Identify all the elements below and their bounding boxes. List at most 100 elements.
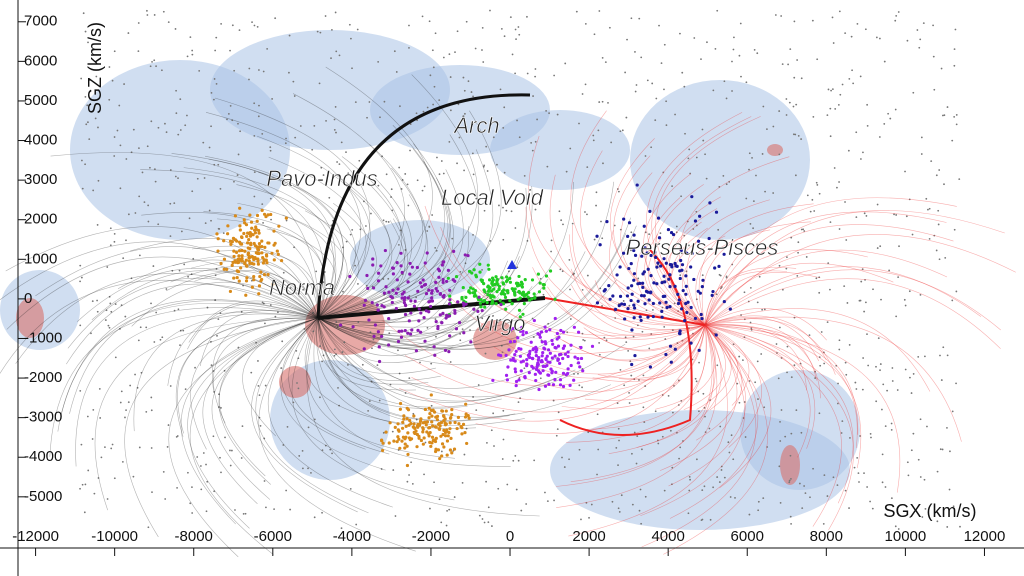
streamline — [317, 286, 533, 351]
flow-field — [0, 9, 1016, 558]
galaxy — [720, 465, 723, 468]
galaxy — [430, 362, 433, 365]
galaxy — [701, 518, 704, 521]
galaxy — [191, 49, 194, 52]
galaxy — [220, 22, 223, 25]
galaxy — [705, 177, 708, 180]
streamline — [704, 318, 836, 375]
galaxy — [946, 427, 948, 429]
galaxy — [679, 446, 682, 449]
galaxy — [644, 495, 647, 498]
galaxy — [465, 441, 469, 446]
galaxy — [434, 318, 437, 321]
galaxy — [220, 407, 222, 409]
galaxy — [248, 78, 250, 81]
galaxy — [231, 24, 234, 27]
streamline — [268, 156, 367, 319]
galaxy — [932, 24, 934, 27]
galaxy — [223, 369, 226, 372]
galaxy — [165, 288, 168, 290]
galaxy — [342, 290, 344, 293]
galaxy — [611, 500, 614, 503]
galaxy — [382, 291, 387, 295]
galaxy — [586, 213, 588, 216]
galaxy — [213, 490, 216, 493]
galaxy — [706, 41, 708, 44]
galaxy — [789, 48, 792, 51]
galaxy — [739, 22, 742, 25]
streamline — [199, 310, 319, 367]
galaxy — [575, 10, 578, 13]
galaxy — [590, 344, 595, 348]
galaxy — [208, 209, 211, 212]
galaxy — [732, 458, 735, 461]
galaxy — [943, 183, 945, 186]
galaxy — [430, 441, 434, 445]
local-group — [507, 260, 517, 269]
galaxy — [673, 261, 677, 266]
galaxy — [569, 343, 573, 347]
galaxy — [547, 322, 550, 325]
galaxy — [646, 267, 650, 271]
galaxy — [641, 330, 644, 333]
streamline — [190, 317, 319, 450]
galaxy — [481, 317, 484, 320]
density-region — [490, 110, 630, 190]
galaxy — [572, 378, 576, 382]
galaxy — [351, 325, 355, 329]
galaxy — [586, 166, 589, 168]
streamline — [317, 317, 525, 426]
galaxy — [239, 235, 244, 239]
galaxy — [377, 359, 382, 364]
galaxy — [215, 82, 218, 85]
streamline — [304, 317, 405, 425]
galaxy — [559, 352, 563, 356]
galaxy — [421, 442, 425, 446]
galaxy — [293, 246, 295, 249]
galaxy — [677, 379, 680, 382]
galaxy — [437, 269, 442, 273]
galaxy — [856, 457, 859, 459]
galaxy — [400, 188, 403, 190]
streamline — [317, 278, 549, 351]
galaxy — [208, 146, 211, 149]
galaxy — [479, 298, 483, 302]
galaxy — [484, 352, 487, 355]
galaxy — [124, 315, 127, 318]
galaxy — [642, 374, 645, 377]
galaxy — [138, 147, 140, 149]
galaxy — [598, 243, 602, 247]
streamline — [317, 66, 433, 319]
galaxy — [904, 170, 906, 173]
galaxy — [439, 421, 444, 425]
galaxy — [205, 510, 208, 513]
galaxy — [661, 394, 664, 396]
galaxy — [232, 249, 236, 253]
streamline — [528, 135, 706, 326]
streamline — [583, 324, 706, 351]
galaxy — [531, 357, 535, 361]
galaxy — [745, 81, 748, 84]
galaxy — [537, 370, 541, 374]
streamline — [317, 203, 377, 319]
galaxy — [176, 486, 178, 489]
galaxy — [113, 232, 116, 235]
galaxy — [698, 214, 702, 218]
galaxy — [555, 331, 559, 336]
galaxy — [302, 288, 305, 291]
galaxy — [264, 214, 268, 219]
galaxy — [607, 101, 609, 104]
galaxy — [829, 135, 832, 138]
galaxy — [534, 208, 537, 211]
galaxy — [225, 267, 229, 271]
galaxy — [748, 380, 751, 382]
galaxy — [205, 463, 207, 466]
galaxy — [109, 244, 112, 247]
galaxy — [313, 516, 316, 519]
galaxy — [544, 357, 548, 362]
galaxy — [826, 114, 829, 116]
galaxy — [429, 74, 432, 77]
galaxy — [626, 234, 630, 238]
galaxy — [248, 255, 252, 259]
galaxy — [210, 364, 213, 367]
